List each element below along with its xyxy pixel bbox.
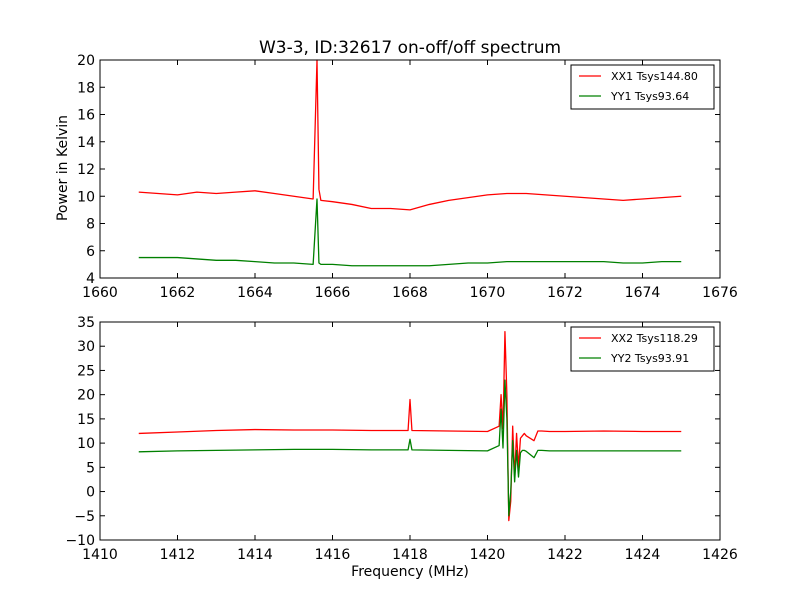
x-tick-label: 1672: [547, 285, 583, 301]
series-line-1-1: [138, 379, 682, 517]
y-tick-label: 20: [77, 53, 95, 69]
y-tick-label: 18: [77, 80, 95, 96]
series-line-0-1: [138, 198, 682, 267]
x-tick-label: 1670: [470, 285, 506, 301]
y-tick-label: 25: [77, 363, 95, 379]
x-tick-label: 1662: [160, 285, 196, 301]
y-tick-label: 0: [86, 485, 95, 501]
legend-box: [570, 64, 715, 110]
y-tick-label: 10: [77, 189, 95, 205]
x-axis-label: Frequency (MHz): [351, 564, 469, 580]
legend: XX2 Tsys118.29 YY2 Tsys93.91: [570, 326, 715, 372]
legend-label: YY2 Tsys93.91: [610, 352, 689, 365]
legend-box: [570, 326, 715, 372]
x-tick-label: 1666: [315, 285, 351, 301]
y-tick-label: 16: [77, 108, 95, 124]
y-tick-label: −10: [65, 533, 95, 549]
y-tick-label: 4: [86, 271, 95, 287]
y-tick-label: 30: [77, 339, 95, 355]
bottom-panel: 1410 1412 1414 1416 1418 1420 1422 1424 1426 −10 −…: [65, 315, 737, 563]
x-tick-label: 1416: [315, 547, 351, 563]
legend-label: XX2 Tsys118.29: [611, 332, 698, 345]
x-tick-label: 1412: [160, 547, 196, 563]
y-tick-label: 35: [77, 315, 95, 331]
x-tick-label: 1424: [625, 547, 661, 563]
y-axis-label: Power in Kelvin: [55, 115, 71, 221]
x-tick-label: 1668: [392, 285, 428, 301]
x-tick-label: 1410: [82, 547, 118, 563]
x-tick-label: 1414: [237, 547, 273, 563]
y-tick-label: 14: [77, 135, 95, 151]
y-tick-label: 12: [77, 162, 95, 178]
x-tick-label: 1660: [82, 285, 118, 301]
y-tick-label: 8: [86, 217, 95, 233]
x-tick-label: 1664: [237, 285, 273, 301]
y-tick-label: 20: [77, 388, 95, 404]
series-line-0-0: [138, 59, 682, 211]
legend: XX1 Tsys144.80 YY1 Tsys93.64: [570, 64, 715, 110]
y-tick-label: 6: [86, 244, 95, 260]
x-tick-label: 1426: [702, 547, 738, 563]
series-line-1-0: [138, 331, 682, 522]
y-tick-label: 10: [77, 436, 95, 452]
chart-title: W3-3, ID:32617 on-off/off spectrum: [259, 38, 561, 58]
y-tick-label: −5: [74, 509, 95, 525]
x-tick-label: 1422: [547, 547, 583, 563]
y-tick-label: 15: [77, 412, 95, 428]
y-tick-label: 5: [86, 460, 95, 476]
x-tick-label: 1676: [702, 285, 738, 301]
top-panel: 1660 1662 1664 1666 1668 1670 1672 1674 1676 4 6 8 1…: [77, 53, 738, 301]
legend-label: XX1 Tsys144.80: [611, 70, 698, 83]
legend-label: YY1 Tsys93.64: [610, 90, 689, 103]
x-tick-label: 1418: [392, 547, 428, 563]
x-tick-label: 1420: [470, 547, 506, 563]
x-tick-label: 1674: [625, 285, 661, 301]
